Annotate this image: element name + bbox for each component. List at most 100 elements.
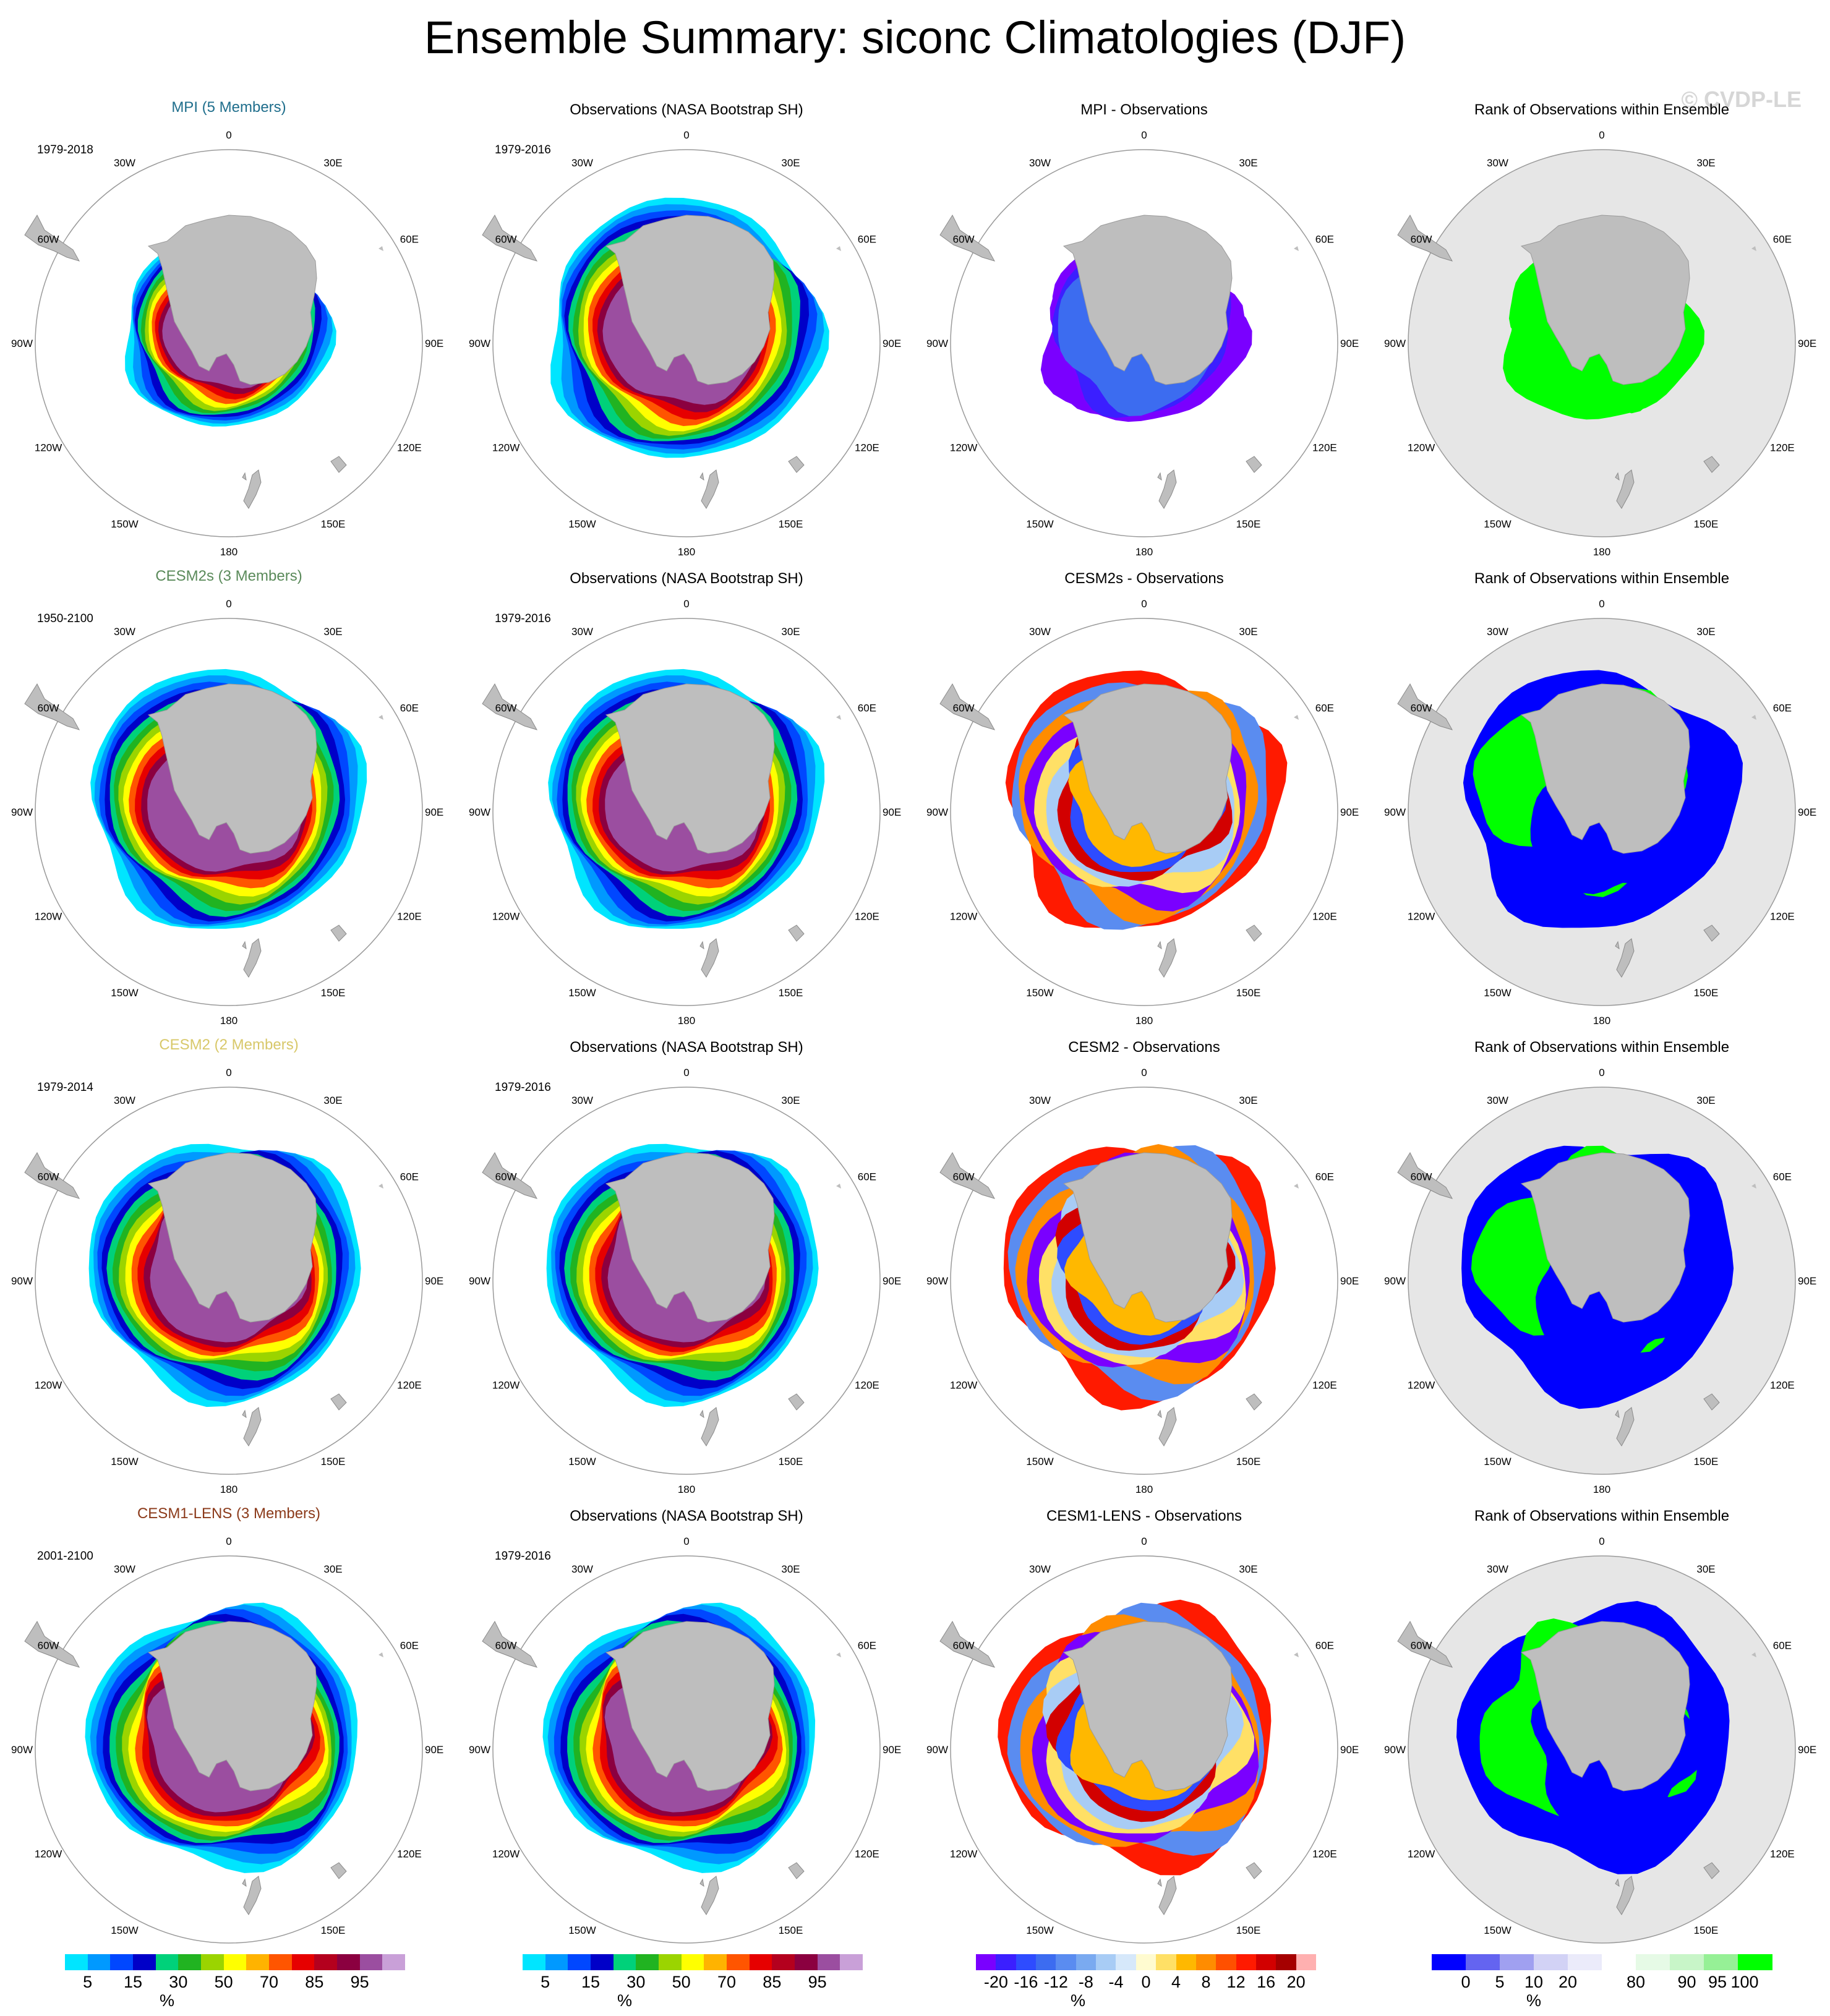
longitude-label: 180 <box>1593 1015 1610 1027</box>
longitude-label: 90W <box>469 338 490 349</box>
new-zealand-landmass <box>699 938 719 978</box>
longitude-label: 90W <box>926 338 948 349</box>
panel-title: Observations (NASA Bootstrap SH) <box>570 101 803 118</box>
colorbar-tick-label: 4 <box>1171 1973 1181 1991</box>
kerguelen-islands <box>1294 1184 1299 1189</box>
polar-map: 0 30E 60E 90E 120E 150E 180 150W 120W 90W 60W 30W <box>926 129 1359 558</box>
antarctica-landmass <box>1520 683 1690 854</box>
longitude-label: 150W <box>1484 1456 1511 1467</box>
colorbar-swatch <box>996 1954 1017 1970</box>
longitude-label: 60E <box>1315 703 1334 714</box>
new-zealand-landmass <box>242 938 262 978</box>
colorbar-swatch <box>681 1954 704 1970</box>
period-label: 1979-2018 <box>37 143 93 156</box>
longitude-label: 60E <box>1773 234 1792 246</box>
longitude-label: 150E <box>1236 1924 1261 1936</box>
longitude-label: 60E <box>858 1640 876 1652</box>
longitude-label: 180 <box>1593 546 1610 558</box>
colorbar-tick-label: 5 <box>1495 1973 1505 1991</box>
colorbar-tick-label: 50 <box>214 1973 233 1991</box>
longitude-label: 150E <box>1694 1924 1719 1936</box>
longitude-label: 120E <box>397 1848 422 1860</box>
longitude-label: 120E <box>397 1380 422 1391</box>
colorbar-swatch <box>1176 1954 1197 1970</box>
longitude-label: 150W <box>1026 518 1053 530</box>
colorbar-swatch <box>201 1954 224 1970</box>
colorbar-unit-label: % <box>159 1991 175 2010</box>
colorbar-tick-label: 5 <box>541 1973 550 1991</box>
antarctica-landmass <box>1063 215 1233 385</box>
antarctica-landmass <box>605 215 775 385</box>
antarctica-landmass <box>605 1152 775 1323</box>
south-america-landmass <box>482 683 538 730</box>
colorbar-swatch <box>246 1954 270 1970</box>
tasmania-landmass <box>1703 1862 1720 1879</box>
polar-map: 0 30E 60E 90E 120E 150E 180 150W 120W 90W 60W 30W <box>469 598 901 1027</box>
colorbar-swatch <box>817 1954 840 1970</box>
longitude-label: 120W <box>35 1848 62 1860</box>
panel-title: Observations (NASA Bootstrap SH) <box>570 1039 803 1056</box>
longitude-label: 150E <box>779 1456 803 1467</box>
new-zealand-landmass <box>242 469 262 509</box>
longitude-label: 120W <box>35 911 62 923</box>
colorbar-swatch <box>1036 1954 1056 1970</box>
polar-map: 0 30E 60E 90E 120E 150E 180 150W 120W 90W 60W 30W <box>1384 129 1816 558</box>
longitude-label: 0 <box>1599 1067 1604 1078</box>
colorbar-tick-label: 30 <box>169 1973 188 1991</box>
longitude-label: 90E <box>1798 806 1816 818</box>
longitude-label: 30E <box>1239 157 1257 169</box>
longitude-label: 120E <box>1770 442 1795 454</box>
tasmania-landmass <box>1703 925 1720 942</box>
panel-title: CESM1-LENS (3 Members) <box>137 1505 321 1522</box>
longitude-label: 180 <box>1135 1484 1153 1495</box>
longitude-label: 180 <box>1135 1015 1153 1027</box>
panel-title: CESM2 (2 Members) <box>159 1036 299 1053</box>
longitude-label: 120E <box>1770 911 1795 923</box>
longitude-label: 90W <box>1384 806 1406 818</box>
longitude-label: 90W <box>11 1275 33 1287</box>
longitude-label: 180 <box>220 1015 237 1027</box>
new-zealand-landmass <box>699 469 719 509</box>
longitude-label: 150W <box>568 1456 596 1467</box>
longitude-label: 150W <box>1484 987 1511 999</box>
colorbar-swatch <box>269 1954 293 1970</box>
tasmania-landmass <box>330 1393 347 1411</box>
longitude-label: 30E <box>1696 157 1715 169</box>
south-america-landmass <box>939 1151 996 1199</box>
colorbar-tick-label: 90 <box>1677 1973 1696 1991</box>
panel-title: CESM2 - Observations <box>1068 1039 1220 1056</box>
longitude-label: 30W <box>571 157 593 169</box>
colorbar-unit-label: % <box>1070 1991 1086 2010</box>
longitude-label: 90W <box>1384 338 1406 349</box>
map-panel-rank: 0 30E 60E 90E 120E 150E 180 150W 120W 90W 60W 30W Ra… <box>1373 568 1830 1038</box>
tasmania-landmass <box>1703 456 1720 473</box>
kerguelen-islands <box>1294 246 1299 251</box>
longitude-label: 120W <box>950 442 977 454</box>
colorbar-swatch <box>1015 1954 1037 1970</box>
tasmania-landmass <box>788 1393 805 1411</box>
kerguelen-islands <box>378 715 383 720</box>
colorbar-tick-label: 80 <box>1626 1973 1646 1991</box>
longitude-label: 60W <box>953 703 975 714</box>
longitude-label: 120E <box>397 442 422 454</box>
longitude-label: 120W <box>492 1380 519 1391</box>
longitude-label: 180 <box>678 1015 695 1027</box>
longitude-label: 60E <box>400 1171 419 1183</box>
colorbar-swatch <box>1255 1954 1276 1970</box>
colorbar-tick-label: 85 <box>763 1973 782 1991</box>
longitude-label: 150W <box>1484 518 1511 530</box>
longitude-label: 180 <box>1593 1484 1610 1495</box>
longitude-label: 90W <box>1384 1744 1406 1756</box>
longitude-label: 150E <box>1236 518 1261 530</box>
south-america-landmass <box>24 214 80 262</box>
longitude-label: 120W <box>1408 1848 1435 1860</box>
colorbar-tick-label: -4 <box>1108 1973 1124 1991</box>
map-panel-model: 030E60E90E120E150E180150W120W90W60W30WCE… <box>0 1505 458 1975</box>
longitude-label: 180 <box>220 1484 237 1495</box>
colorbar-tick-label: 0 <box>1141 1973 1151 1991</box>
panel-title: CESM2s (3 Members) <box>155 568 302 584</box>
tasmania-landmass <box>1246 1393 1262 1411</box>
south-america-landmass <box>482 1151 538 1199</box>
longitude-label: 30W <box>114 1563 135 1575</box>
new-zealand-landmass <box>1157 938 1177 978</box>
